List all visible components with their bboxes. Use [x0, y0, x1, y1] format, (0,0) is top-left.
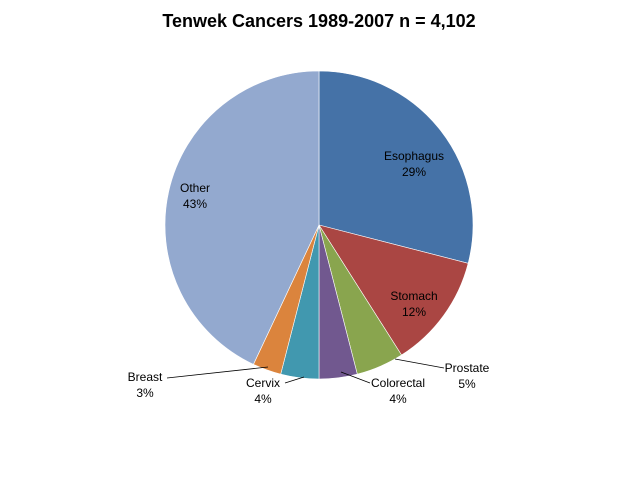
slice-label-prostate: Prostate 5%: [445, 361, 490, 391]
slice-label-esophagus: Esophagus 29%: [384, 149, 444, 179]
slice-name: Esophagus: [384, 149, 444, 163]
leader-lines: [166, 358, 445, 384]
slice-labels: Esophagus 29% Stomach 12% Prostate 5% Colorect…: [128, 149, 490, 406]
slice-label-breast: Breast 3%: [128, 370, 163, 400]
slice-name: Colorectal: [371, 376, 425, 390]
slice-name: Stomach: [390, 289, 437, 303]
chart-title: Tenwek Cancers 1989-2007 n = 4,102: [162, 11, 476, 31]
pie-slices: [164, 70, 474, 380]
leader-line-colorectal: [340, 371, 371, 384]
slice-percent: 4%: [389, 392, 407, 406]
slice-percent: 43%: [183, 197, 207, 211]
slice-label-other: Other 43%: [180, 181, 210, 211]
pie-slice-other: [164, 70, 320, 365]
slice-percent: 3%: [136, 386, 154, 400]
slice-name: Cervix: [246, 376, 280, 390]
leader-line-breast: [166, 366, 269, 379]
slice-name: Prostate: [445, 361, 490, 375]
leader-line-prostate: [394, 358, 445, 369]
pie-slice-esophagus: [318, 70, 474, 264]
slice-name: Breast: [128, 370, 163, 384]
slice-percent: 12%: [402, 305, 426, 319]
slice-name: Other: [180, 181, 210, 195]
slice-percent: 29%: [402, 165, 426, 179]
slice-percent: 5%: [458, 377, 476, 391]
slice-percent: 4%: [254, 392, 272, 406]
leader-line-cervix: [284, 376, 305, 384]
pie-slice-stomach: [318, 224, 469, 356]
slice-label-stomach: Stomach 12%: [390, 289, 437, 319]
slice-label-cervix: Cervix 4%: [246, 376, 280, 406]
slice-label-colorectal: Colorectal 4%: [371, 376, 425, 406]
